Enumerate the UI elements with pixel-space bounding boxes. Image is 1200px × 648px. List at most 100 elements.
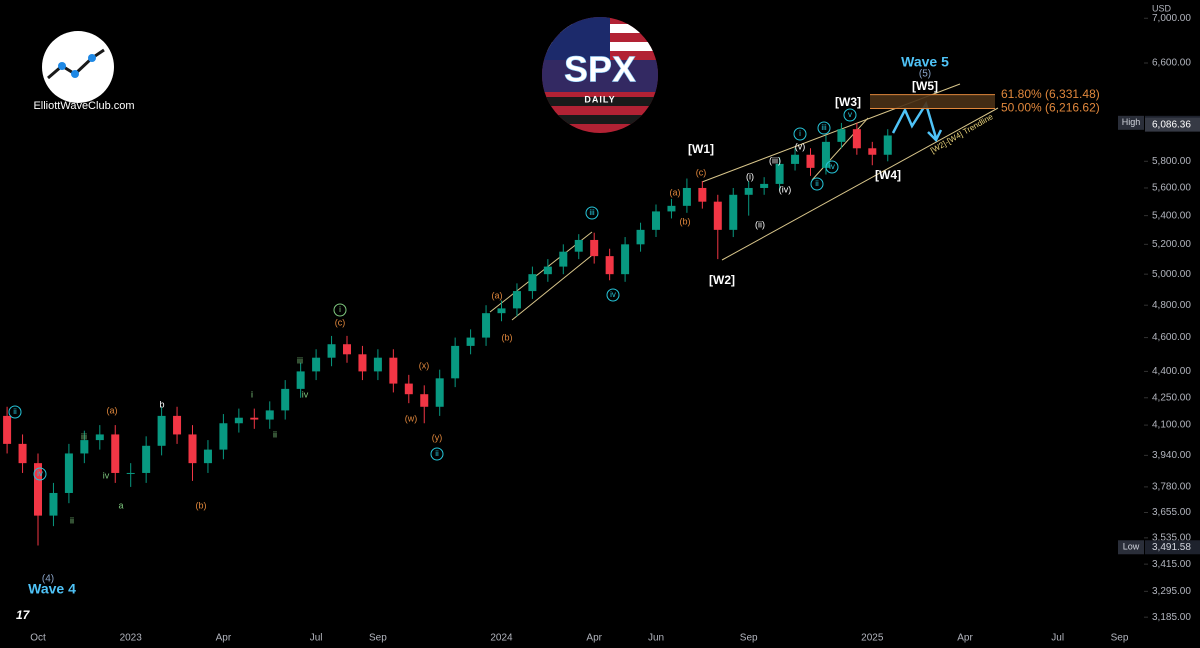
y-tick-label: 3,940.00 bbox=[1152, 450, 1191, 461]
annotation-circle bbox=[33, 467, 47, 481]
annotation: (w) bbox=[405, 413, 418, 423]
candle-body bbox=[49, 492, 58, 516]
candle-body bbox=[111, 434, 120, 473]
candle-body bbox=[234, 417, 243, 424]
candle-body bbox=[420, 394, 429, 407]
annotation: ii bbox=[435, 449, 439, 458]
stripe bbox=[542, 115, 658, 124]
annotation: Wave 5 bbox=[901, 54, 949, 70]
candles bbox=[3, 122, 892, 546]
candle-body bbox=[373, 357, 382, 372]
candle-body bbox=[126, 472, 135, 474]
annotation: i bbox=[339, 305, 341, 314]
candle-body bbox=[775, 163, 784, 184]
x-tick-label: Sep bbox=[369, 633, 387, 644]
annotation: iv bbox=[610, 290, 616, 299]
annotation-circle bbox=[606, 288, 620, 302]
candle-body bbox=[806, 154, 815, 168]
candle-body bbox=[250, 417, 259, 420]
candle-body bbox=[512, 291, 521, 309]
x-tick-label: Sep bbox=[1111, 633, 1129, 644]
currency: USD bbox=[1152, 3, 1172, 13]
candle-body bbox=[389, 357, 398, 384]
y-tick-label: 3,185.00 bbox=[1152, 612, 1191, 623]
annotation-circle bbox=[793, 127, 807, 141]
price-axis bbox=[1144, 0, 1200, 648]
annotation: (x) bbox=[419, 360, 430, 370]
annotation: (5) bbox=[919, 69, 931, 80]
x-tick-label: Oct bbox=[30, 633, 46, 644]
annotation: i bbox=[799, 129, 801, 138]
x-tick-label: Jul bbox=[310, 633, 323, 644]
candle-body bbox=[528, 274, 537, 292]
candle-body bbox=[358, 354, 367, 372]
annotation: (b) bbox=[196, 500, 207, 510]
badge-title: SPX bbox=[564, 49, 636, 90]
candle-body bbox=[852, 129, 861, 149]
annotation: iv bbox=[302, 389, 309, 399]
trendline bbox=[721, 107, 999, 261]
annotation: (i) bbox=[746, 171, 754, 181]
fib-zone bbox=[870, 94, 995, 109]
annotation-circle bbox=[843, 108, 857, 122]
annotation: ii bbox=[273, 429, 277, 439]
y-tick-label: 5,400.00 bbox=[1152, 210, 1191, 221]
stripe bbox=[542, 97, 658, 106]
annotation: a bbox=[118, 500, 123, 510]
candle-body bbox=[621, 244, 630, 275]
annotation: (4) bbox=[42, 574, 54, 585]
candle-body bbox=[791, 154, 800, 164]
logo: ElliottWaveClub.com bbox=[33, 31, 135, 112]
candle-body bbox=[404, 383, 413, 395]
candle-body bbox=[3, 415, 12, 444]
last-price-box bbox=[1145, 117, 1200, 132]
candle-body bbox=[713, 201, 722, 230]
y-tick-label: 6,600.00 bbox=[1152, 58, 1191, 69]
annotation: iv bbox=[829, 162, 835, 171]
candle-body bbox=[837, 129, 846, 142]
y-tick-label: 4,800.00 bbox=[1152, 300, 1191, 311]
candle-body bbox=[95, 434, 104, 441]
annotation: (y) bbox=[432, 432, 443, 442]
x-tick-label: Jul bbox=[1051, 633, 1064, 644]
candle-body bbox=[173, 415, 182, 435]
x-tick-label: Apr bbox=[586, 633, 602, 644]
x-tick-label: Jun bbox=[648, 633, 664, 644]
candle-body bbox=[729, 194, 738, 230]
y-tick-label: 4,600.00 bbox=[1152, 332, 1191, 343]
candle-body bbox=[543, 266, 552, 275]
candle-body bbox=[466, 337, 475, 346]
logo-circle bbox=[42, 31, 114, 103]
y-tick-label: 3,295.00 bbox=[1152, 586, 1191, 597]
annotation: [W5] bbox=[912, 79, 938, 93]
y-tick-label: 5,600.00 bbox=[1152, 183, 1191, 194]
marker-name: High bbox=[1122, 117, 1141, 127]
candle-body bbox=[698, 187, 707, 202]
annotation: [W1] bbox=[688, 142, 714, 156]
candle-body bbox=[744, 187, 753, 195]
annotation: (ii) bbox=[755, 219, 765, 229]
candle-body bbox=[64, 453, 73, 493]
y-tick-label: 3,655.00 bbox=[1152, 507, 1191, 518]
candle-body bbox=[605, 256, 614, 275]
annotation: Wave 4 bbox=[28, 581, 76, 597]
candle-body bbox=[482, 313, 491, 338]
marker-name: Low bbox=[1123, 542, 1140, 552]
last-price-label: 6,086.36 bbox=[1152, 119, 1191, 130]
candle-body bbox=[682, 187, 691, 206]
candle-body bbox=[435, 378, 444, 407]
y-tick-label: 7,000.00 bbox=[1152, 13, 1191, 24]
annotation: b bbox=[159, 399, 164, 409]
marker-box bbox=[1145, 540, 1200, 555]
candle-body bbox=[18, 443, 27, 464]
y-tick-label: 4,400.00 bbox=[1152, 366, 1191, 377]
annotation-circle bbox=[825, 160, 839, 174]
candle-body bbox=[265, 410, 274, 420]
fib-label: 61.80% (6,331.48) bbox=[1001, 87, 1100, 101]
candle-body bbox=[142, 445, 151, 473]
annotation: iv bbox=[37, 469, 43, 478]
x-tick-label: Apr bbox=[957, 633, 973, 644]
x-tick-label: Apr bbox=[216, 633, 232, 644]
marker-name-box bbox=[1118, 115, 1144, 130]
